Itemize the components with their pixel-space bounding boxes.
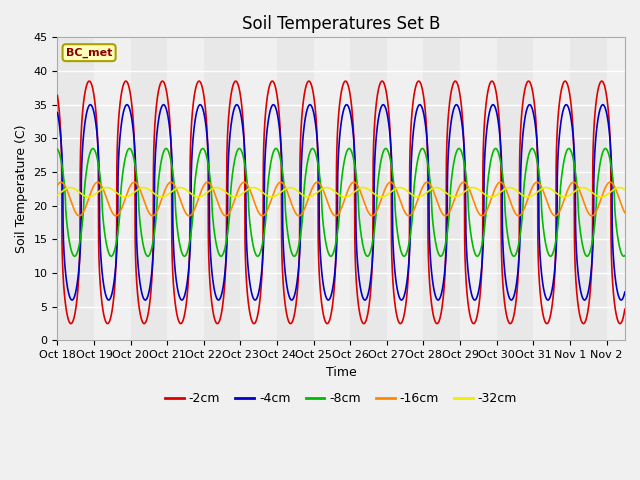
-32cm [359, 185, 367, 191]
-16cm [606, 179, 614, 185]
-32cm [621, 187, 628, 192]
Bar [424, 37, 460, 340]
-16cm [477, 213, 484, 218]
-2cm [422, 125, 430, 131]
Legend: -2cm, -4cm, -8cm, -16cm, -32cm: -2cm, -4cm, -8cm, -16cm, -32cm [160, 387, 522, 410]
-2cm [477, 281, 485, 287]
-16cm [422, 180, 430, 185]
-2cm [520, 90, 528, 96]
-16cm [54, 182, 61, 188]
Line: -16cm: -16cm [58, 182, 625, 216]
-4cm [157, 107, 164, 113]
-32cm [394, 185, 402, 191]
-8cm [271, 147, 278, 153]
-4cm [621, 289, 628, 295]
-4cm [54, 110, 61, 116]
Bar [497, 37, 533, 340]
Line: -32cm: -32cm [58, 188, 625, 197]
-2cm [394, 317, 402, 323]
Line: -2cm: -2cm [58, 81, 625, 324]
Line: -8cm: -8cm [58, 148, 625, 256]
-8cm [394, 232, 402, 238]
-16cm [520, 206, 528, 212]
-8cm [54, 146, 61, 152]
Title: Soil Temperatures Set B: Soil Temperatures Set B [242, 15, 440, 33]
-32cm [271, 193, 278, 199]
Bar [570, 37, 607, 340]
Bar [131, 37, 167, 340]
-8cm [621, 253, 628, 259]
Bar [204, 37, 241, 340]
-8cm [477, 246, 485, 252]
-16cm [157, 199, 164, 205]
-2cm [470, 321, 477, 326]
Line: -4cm: -4cm [58, 105, 625, 300]
-2cm [157, 80, 164, 86]
-32cm [84, 194, 92, 200]
-16cm [112, 213, 120, 219]
-4cm [520, 121, 528, 127]
-8cm [520, 182, 528, 188]
Bar [58, 37, 94, 340]
-4cm [422, 132, 430, 137]
-16cm [271, 189, 278, 194]
-8cm [455, 145, 463, 151]
-2cm [122, 78, 130, 84]
-2cm [271, 81, 278, 86]
X-axis label: Time: Time [326, 366, 356, 379]
-32cm [157, 194, 164, 200]
-4cm [563, 102, 570, 108]
-4cm [271, 102, 278, 108]
-32cm [54, 192, 61, 198]
-8cm [422, 155, 430, 160]
-16cm [394, 191, 402, 196]
-8cm [108, 253, 115, 259]
-32cm [477, 189, 485, 194]
-2cm [54, 93, 61, 98]
-8cm [157, 162, 164, 168]
Bar [277, 37, 314, 340]
Bar [350, 37, 387, 340]
-16cm [621, 210, 628, 216]
Text: BC_met: BC_met [66, 48, 112, 58]
-2cm [621, 306, 628, 312]
-4cm [477, 273, 484, 279]
-32cm [520, 193, 528, 199]
-32cm [423, 190, 431, 195]
-4cm [68, 297, 76, 303]
-4cm [394, 289, 402, 295]
Y-axis label: Soil Temperature (C): Soil Temperature (C) [15, 125, 28, 253]
